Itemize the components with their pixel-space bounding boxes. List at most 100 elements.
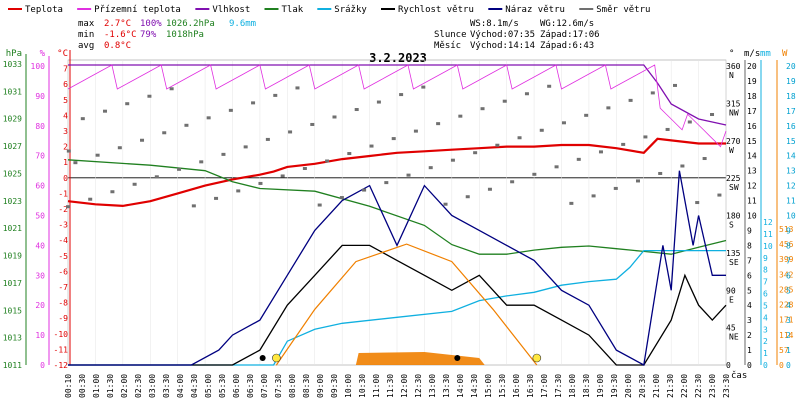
legend-label: Náraz větru [505, 5, 565, 15]
wind-dir-dot [598, 150, 603, 154]
ms-axis-tick: 10 [747, 212, 757, 221]
temp-axis-tick: -4 [58, 236, 68, 245]
series-vlhkost [68, 64, 727, 126]
ms2-axis-tick: 12 [786, 182, 796, 191]
temp-axis-tick: 1 [63, 158, 68, 167]
wind-dir-dot [154, 175, 159, 179]
wind-dir-dot [125, 102, 130, 106]
wind-dir-dot [103, 109, 108, 113]
stats-max-temp: 2.7°C [104, 19, 131, 29]
wind-dir-dot [399, 93, 404, 97]
wind-dir-dot [436, 122, 441, 126]
x-tick-label: 19:30 [610, 374, 619, 398]
series-rychlost-větru [68, 244, 727, 366]
pct-axis-tick: 40 [35, 241, 45, 250]
x-tick-label: 23:00 [708, 374, 717, 398]
temp-axis-tick: 0 [63, 174, 68, 183]
ms2-axis-tick: 7 [786, 256, 791, 265]
x-tick-label: 00:30 [78, 374, 87, 398]
x-tick-label: 03:00 [148, 374, 157, 398]
wind-dir-dot [650, 91, 655, 95]
stats-avg-label: avg [78, 41, 94, 51]
x-tick-label: 15:30 [498, 374, 507, 398]
ms2-axis-tick: 5 [786, 286, 791, 295]
legend-label: Směr větru [596, 5, 650, 15]
hpa-axis-tick: 1015 [3, 306, 22, 315]
temp-axis-tick: -3 [58, 221, 68, 230]
ms-axis-tick: 7 [747, 256, 752, 265]
wind-dir-dot [502, 99, 507, 103]
wind-dir-dot [532, 172, 537, 176]
ms2-axis-tick: 14 [786, 152, 796, 161]
stats-ws: WS:8.1m/s [470, 19, 519, 29]
x-tick-label: 10:30 [358, 374, 367, 398]
x-tick-label: 06:00 [232, 374, 241, 398]
ms2-axis-tick: 4 [786, 301, 791, 310]
ms-axis-tick: 15 [747, 137, 757, 146]
legend-label: Srážky [334, 5, 367, 15]
wm2-axis-tick: 285 [779, 285, 794, 294]
wind-dir-dot [221, 152, 226, 156]
wind-dir-dot [628, 98, 633, 102]
wm2-axis-tick: 513 [779, 225, 794, 234]
wind-dir-dot [643, 135, 648, 139]
ms2-axis-tick: 11 [786, 197, 796, 206]
wm2-axis-tick: 399 [779, 255, 794, 264]
hpa-axis-tick: 1013 [3, 334, 22, 343]
stats-avg-temp: 0.8°C [104, 41, 131, 51]
x-tick-label: 18:00 [568, 374, 577, 398]
x-tick-label: 16:30 [526, 374, 535, 398]
stats-min-label: min [78, 30, 94, 40]
x-tick-label: 20:30 [638, 374, 647, 398]
x-tick-label: 01:30 [106, 374, 115, 398]
wind-dir-dot [140, 138, 145, 142]
x-tick-label: 11:00 [372, 374, 381, 398]
wm2-axis-tick: 342 [779, 270, 794, 279]
wind-dir-dot [524, 92, 529, 96]
wm2-axis-tick: 228 [779, 301, 794, 310]
wind-dir-dot [428, 166, 433, 170]
ms2-axis-tick: 0 [786, 361, 791, 370]
wind-dir-dot [258, 181, 263, 185]
hpa-axis-tick: 1029 [3, 115, 22, 124]
stats-panel: max 2.7°C 100% 1026.2hPa 9.6mm min -1.6°… [78, 19, 600, 51]
ms2-axis-tick: 13 [786, 167, 796, 176]
wind-dir-dot [473, 151, 478, 155]
wind-dir-dot [480, 107, 485, 111]
wind-dir-dot [354, 108, 359, 112]
temp-axis-tick: -11 [54, 345, 69, 354]
hpa-axis-unit: hPa [6, 49, 22, 59]
stats-max-press: 1026.2hPa [166, 19, 215, 29]
temp-axis-tick: 2 [63, 143, 68, 152]
x-tick-label: 08:00 [288, 374, 297, 398]
wind-dir-dot [288, 130, 293, 134]
dir-axis-tick: 0 [726, 361, 731, 370]
temp-axis-tick: -7 [58, 283, 68, 292]
wm2-axis-tick: 456 [779, 240, 794, 249]
ms-axis-tick: 13 [747, 167, 757, 176]
wind-dir-dot [621, 142, 626, 146]
dir-axis-compass: SE [729, 258, 739, 267]
x-tick-label: 17:30 [554, 374, 563, 398]
wind-dir-dot [88, 197, 93, 201]
wind-dir-dot [280, 174, 285, 178]
temp-axis-tick: 4 [63, 111, 68, 120]
legend: Teplota Přízemní teplota Vlhkost Tlak Srážky… [8, 5, 650, 15]
wind-dir-dot [147, 94, 152, 98]
ms2-axis-tick: 2 [786, 331, 791, 340]
dir-axis-tick: 360 [726, 62, 741, 71]
grid [67, 60, 727, 365]
wind-dir-dot [80, 117, 85, 121]
wind-dir-dot [561, 121, 566, 125]
wind-dir-dot [66, 149, 71, 153]
legend-label: Teplota [25, 5, 63, 15]
legend-label: Rychlost větru [398, 5, 474, 15]
wind-dir-dot [465, 195, 470, 199]
ms2-axis-tick: 15 [786, 137, 796, 146]
x-tick-label: 18:30 [582, 374, 591, 398]
temp-axis-tick: 7 [63, 65, 68, 74]
moonset: Západ:6:43 [540, 41, 594, 51]
dir-axis-compass: S [729, 221, 734, 230]
stats-min-press: 1018hPa [166, 30, 204, 40]
